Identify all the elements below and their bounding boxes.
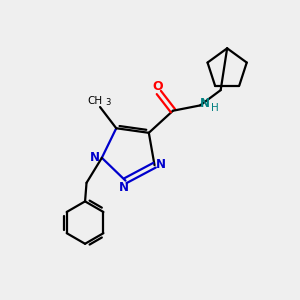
Text: 3: 3 <box>106 98 111 107</box>
Text: N: N <box>119 181 129 194</box>
Text: CH: CH <box>87 96 102 106</box>
Text: N: N <box>200 97 210 110</box>
Text: N: N <box>156 158 166 171</box>
Text: O: O <box>152 80 163 92</box>
Text: N: N <box>90 151 100 164</box>
Text: H: H <box>211 103 219 113</box>
